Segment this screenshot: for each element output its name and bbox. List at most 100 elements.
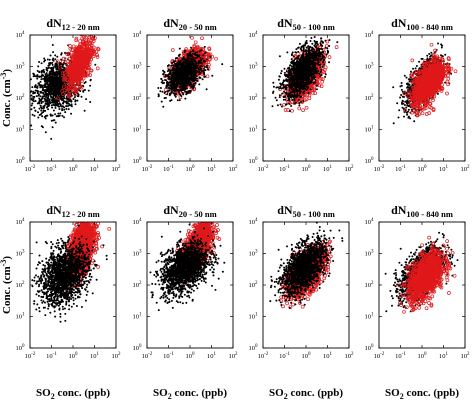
scatter-point [86, 38, 91, 43]
scatter-point [194, 73, 197, 75]
panel-title: dN20 - 50 nm [163, 16, 216, 32]
scatter-point [200, 67, 202, 70]
scatter-point [177, 61, 179, 64]
scatter-point [87, 32, 90, 35]
scatter-point [37, 65, 40, 68]
scatter-point [78, 48, 83, 53]
scatter-point [160, 77, 163, 80]
scatter-point [62, 100, 65, 102]
scatter-point [280, 70, 283, 72]
scatter-point [26, 105, 28, 107]
scatter-point [207, 68, 210, 71]
scatter-point [44, 96, 47, 98]
scatter-point [297, 106, 302, 111]
y-tick-label: 102 [133, 94, 143, 102]
x-tick-label: 100 [69, 165, 79, 173]
y-tick-label: 104 [16, 31, 26, 39]
scatter-point [87, 62, 92, 67]
scatter-point [168, 89, 171, 92]
scatter-point [80, 36, 85, 41]
scatter-point [74, 103, 77, 106]
scatter-point [161, 79, 164, 82]
scatter-point [57, 105, 60, 108]
scatter-point [48, 98, 51, 101]
scatter-point [178, 47, 181, 50]
scatter-point [53, 83, 56, 86]
scatter-point [172, 77, 175, 80]
scatter-point [56, 91, 59, 94]
scatter-point [174, 60, 177, 63]
scatter-point [171, 62, 174, 64]
scatter-point [187, 53, 190, 56]
scatter-point [187, 83, 190, 86]
scatter-point [64, 62, 67, 65]
scatter-point [62, 70, 67, 75]
scatter-point [86, 54, 91, 58]
scatter-point [171, 84, 174, 87]
scatter-point [79, 75, 84, 80]
scatter-point [180, 63, 183, 66]
scatter-point [175, 79, 178, 82]
scatter-point [36, 102, 39, 105]
scatter-point [190, 58, 193, 60]
scatter-point [187, 63, 190, 66]
scatter-point [53, 78, 56, 81]
scatter-point [177, 74, 180, 77]
scatter-point [313, 91, 317, 96]
scatter-point [40, 102, 43, 105]
scatter-point [283, 108, 288, 112]
scatter-point [61, 105, 64, 108]
scatter-point [47, 108, 50, 111]
scatter-point [66, 102, 68, 105]
scatter-point [202, 54, 205, 57]
scatter-point [43, 116, 46, 118]
scatter-point [33, 114, 36, 117]
scatter-point [52, 119, 55, 122]
scatter-point [61, 65, 64, 68]
scatter-point [73, 55, 78, 59]
scatter-point [200, 47, 205, 51]
scatter-point [69, 71, 74, 76]
scatter-point [191, 78, 194, 81]
scatter-point [188, 91, 191, 94]
scatter-point [184, 84, 186, 87]
scatter-point [194, 82, 197, 85]
scatter-point [33, 75, 36, 77]
scatter-point [42, 69, 45, 72]
scatter-point [308, 84, 313, 89]
y-tick-label: 101 [16, 126, 26, 134]
scatter-point [196, 55, 199, 58]
scatter-point [30, 104, 33, 107]
scatter-point [50, 68, 53, 71]
scatter-point [65, 52, 70, 56]
scatter-point [84, 81, 87, 83]
scatter-point [82, 90, 85, 93]
scatter-point [310, 88, 315, 93]
scatter-point [44, 77, 47, 80]
scatter-point [50, 119, 53, 122]
scatter-point [43, 95, 45, 98]
scatter-point [178, 85, 181, 88]
scatter-point [30, 124, 33, 127]
scatter-point [192, 76, 195, 79]
scatter-point [174, 89, 177, 92]
scatter-point [201, 65, 204, 68]
scatter-point [196, 79, 199, 82]
scatter-point [54, 54, 57, 57]
scatter-point [205, 88, 208, 91]
scatter-point [40, 107, 43, 110]
scatter-point [57, 102, 60, 105]
scatter-point [185, 84, 188, 87]
x-tick-label: 10-1 [163, 165, 174, 173]
scatter-point [65, 82, 69, 87]
scatter-point [160, 81, 163, 84]
scatter-point [51, 63, 54, 66]
scatter-point [182, 86, 185, 89]
scatter-point [57, 97, 60, 100]
scatter-point [211, 74, 214, 77]
scatter-point [180, 76, 183, 79]
scatter-point [48, 58, 51, 61]
scatter-point [93, 36, 97, 40]
scatter-point [304, 105, 309, 110]
